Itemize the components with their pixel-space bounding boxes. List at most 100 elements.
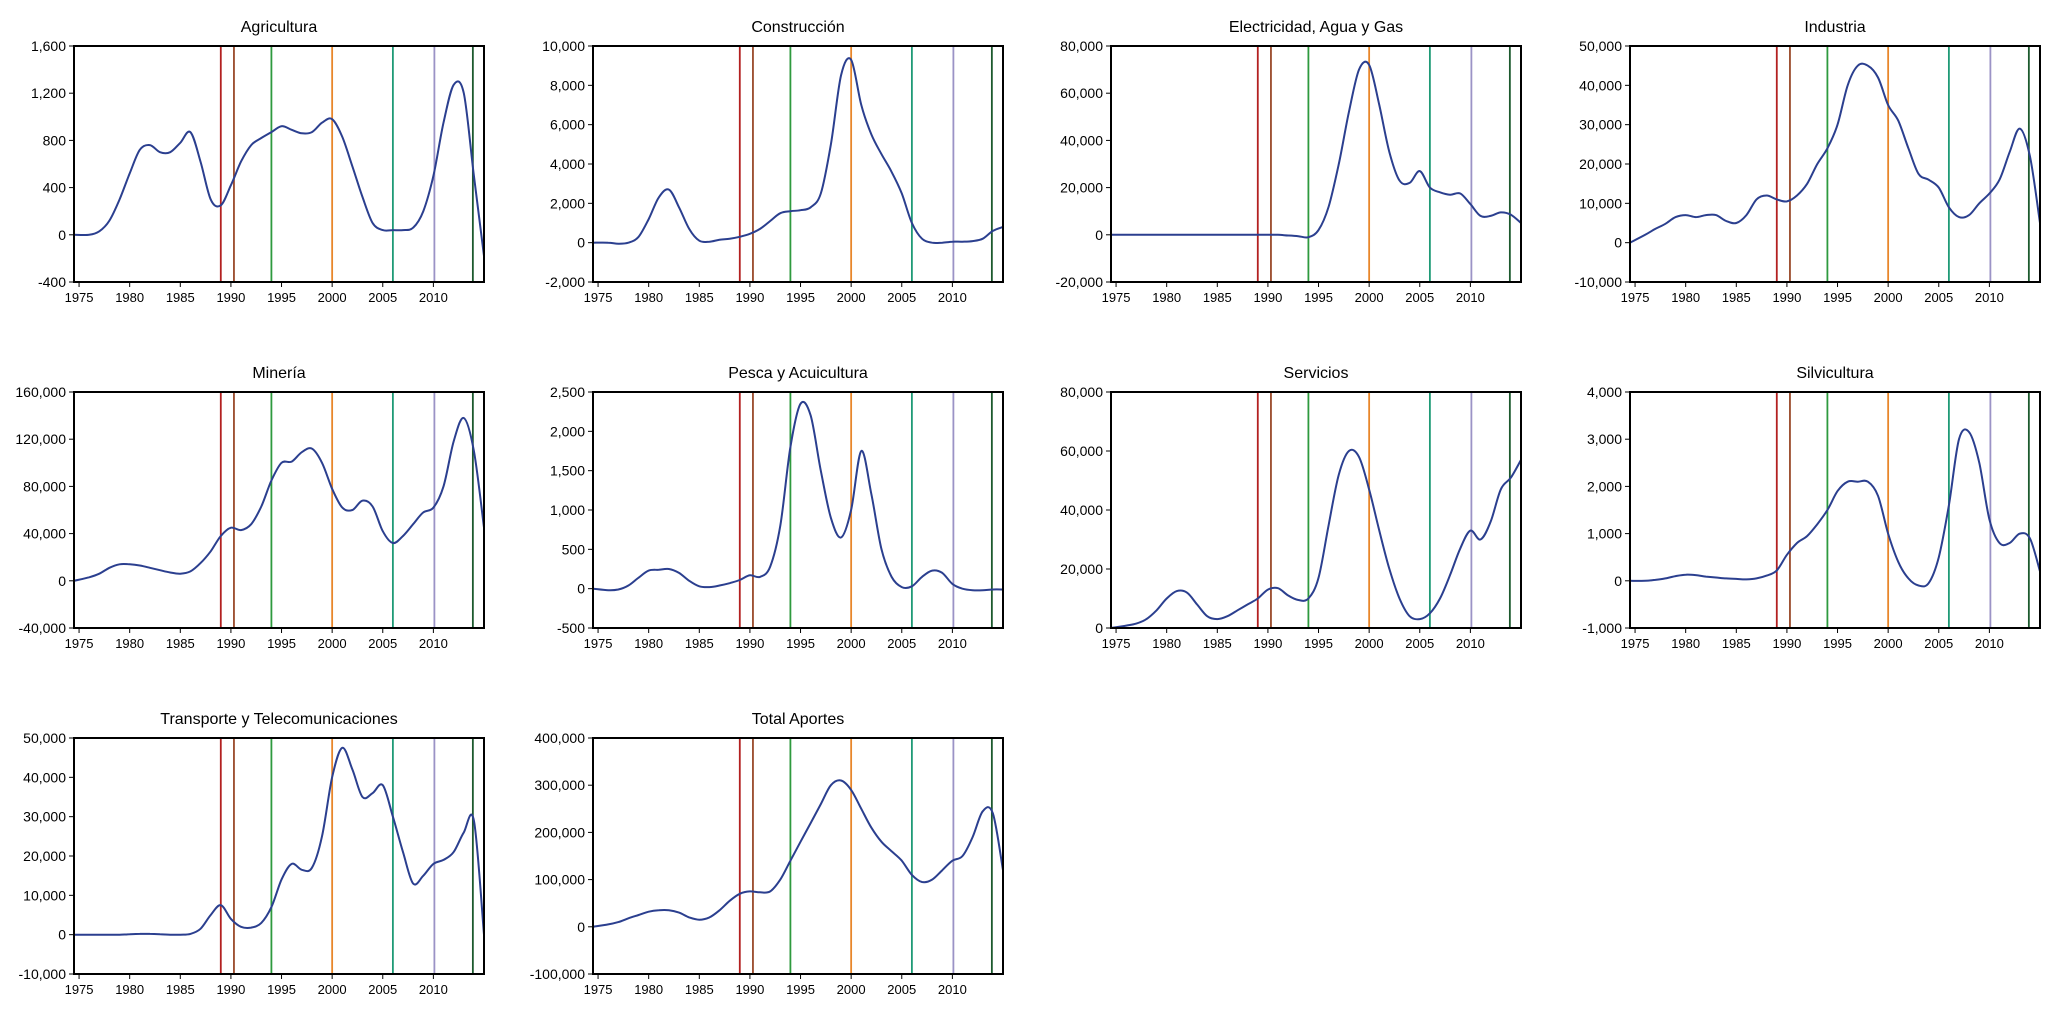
series-line <box>74 416 484 582</box>
y-tick-label: 40,000 <box>23 526 66 542</box>
series-line <box>74 746 484 936</box>
chart-title: Industria <box>1804 19 1865 36</box>
x-tick-label: 1975 <box>1621 290 1650 305</box>
plot-frame <box>1629 391 2041 629</box>
chart-panel-6: Pesca y Acuicultura -500 0 500 1,000 1,500 2,0… <box>550 365 1004 651</box>
y-tick-label: 100,000 <box>534 872 585 888</box>
y-tick-label: -400 <box>38 274 66 290</box>
x-tick-label: 1980 <box>115 636 144 651</box>
chart-title: Silvicultura <box>1796 365 1873 382</box>
chart-panel-4: Industria -10,000 0 10,000 20,000 30,000 40,00… <box>1575 19 2041 305</box>
x-tick-label: 1985 <box>685 636 714 651</box>
x-tick-label: 1990 <box>216 636 245 651</box>
x-tick-label: 1990 <box>216 982 245 997</box>
x-tick-label: 2005 <box>1405 636 1434 651</box>
x-tick-label: 1975 <box>65 982 94 997</box>
x-tick-label: 1975 <box>1102 290 1131 305</box>
x-tick-label: 1975 <box>65 636 94 651</box>
y-tick-label: 60,000 <box>1060 443 1103 459</box>
x-tick-label: 2005 <box>1405 290 1434 305</box>
series-line <box>1630 428 2040 588</box>
x-tick-label: 1980 <box>634 982 663 997</box>
y-tick-label: 30,000 <box>23 809 66 825</box>
x-tick-label: 2005 <box>887 290 916 305</box>
chart-panel-7: Servicios 0 20,000 40,000 60,000 80,000 1975 19… <box>1060 365 1522 651</box>
chart-panel-9: Transporte y Telecomunicaciones -10,000 0 1… <box>19 711 485 997</box>
x-tick-label: 2010 <box>938 982 967 997</box>
x-tick-label: 2000 <box>1874 290 1903 305</box>
y-tick-label: 400,000 <box>534 730 585 746</box>
x-tick-label: 2010 <box>419 290 448 305</box>
chart-panel-5: Minería -40,000 0 40,000 80,000 120,000 160,00… <box>15 365 485 651</box>
chart-title: Total Aportes <box>752 711 845 728</box>
x-tick-label: 1980 <box>1152 636 1181 651</box>
x-tick-label: 2010 <box>1975 290 2004 305</box>
y-tick-label: 1,000 <box>550 502 585 518</box>
series-line <box>74 80 484 257</box>
plot-frame <box>73 391 485 629</box>
chart-panel-3: Electricidad, Agua y Gas -20,000 0 20,000 40… <box>1056 19 1522 305</box>
y-tick-label: 1,200 <box>31 85 66 101</box>
y-tick-label: 6,000 <box>550 117 585 133</box>
series-line <box>1111 60 1521 239</box>
x-tick-label: 1995 <box>267 636 296 651</box>
x-tick-label: 1975 <box>584 290 613 305</box>
y-tick-label: 1,000 <box>1587 526 1622 542</box>
x-tick-label: 2005 <box>887 636 916 651</box>
x-tick-label: 2000 <box>318 636 347 651</box>
y-tick-label: -100,000 <box>530 966 585 982</box>
y-tick-label: 10,000 <box>542 38 585 54</box>
chart-title: Servicios <box>1284 365 1349 382</box>
series-line <box>1630 62 2040 244</box>
chart-panel-2: Construcción -2,000 0 2,000 4,000 6,000 8,000 1… <box>542 19 1004 305</box>
y-tick-label: -2,000 <box>545 274 585 290</box>
y-tick-label: 3,000 <box>1587 431 1622 447</box>
chart-panel-10: Total Aportes -100,000 0 100,000 200,000 300,… <box>530 711 1004 997</box>
series-line <box>593 779 1003 928</box>
y-tick-label: -1,000 <box>1582 620 1622 636</box>
y-tick-label: 2,000 <box>550 423 585 439</box>
x-tick-label: 2000 <box>1874 636 1903 651</box>
x-tick-label: 2010 <box>938 290 967 305</box>
plot-frame <box>73 737 485 975</box>
x-tick-label: 2010 <box>1975 636 2004 651</box>
y-tick-label: 80,000 <box>1060 384 1103 400</box>
y-tick-label: 0 <box>58 573 66 589</box>
y-tick-label: -10,000 <box>19 966 67 982</box>
x-tick-label: 2010 <box>419 636 448 651</box>
x-tick-label: 1995 <box>786 636 815 651</box>
x-tick-label: 1975 <box>1102 636 1131 651</box>
x-tick-label: 1975 <box>1621 636 1650 651</box>
x-tick-label: 1980 <box>1671 290 1700 305</box>
x-tick-label: 1995 <box>267 982 296 997</box>
y-tick-label: 0 <box>1614 573 1622 589</box>
y-tick-label: 10,000 <box>23 887 66 903</box>
y-tick-label: 20,000 <box>1579 156 1622 172</box>
y-tick-label: 50,000 <box>23 730 66 746</box>
x-tick-label: 1985 <box>685 982 714 997</box>
x-tick-label: 1980 <box>115 290 144 305</box>
x-tick-label: 2000 <box>1355 636 1384 651</box>
y-tick-label: 1,600 <box>31 38 66 54</box>
x-tick-label: 1980 <box>1671 636 1700 651</box>
chart-title: Construcción <box>751 19 844 36</box>
x-tick-label: 1980 <box>115 982 144 997</box>
y-tick-label: 2,000 <box>1587 478 1622 494</box>
x-tick-label: 2000 <box>318 982 347 997</box>
x-tick-label: 2005 <box>1924 290 1953 305</box>
x-tick-label: 1985 <box>1203 290 1232 305</box>
x-tick-label: 2005 <box>368 636 397 651</box>
x-tick-label: 2000 <box>837 290 866 305</box>
x-tick-label: 2000 <box>837 636 866 651</box>
y-tick-label: 500 <box>562 541 586 557</box>
series-line <box>1111 448 1521 628</box>
x-tick-label: 2010 <box>1456 290 1485 305</box>
plot-frame <box>592 45 1004 283</box>
x-tick-label: 1985 <box>166 290 195 305</box>
x-tick-label: 2005 <box>1924 636 1953 651</box>
chart-panel-1: Agricultura -400 0 400 800 1,200 1,600 1975 1980… <box>31 19 485 305</box>
y-tick-label: 2,500 <box>550 384 585 400</box>
chart-title: Pesca y Acuicultura <box>728 365 868 382</box>
x-tick-label: 1990 <box>735 982 764 997</box>
x-tick-label: 1990 <box>735 290 764 305</box>
